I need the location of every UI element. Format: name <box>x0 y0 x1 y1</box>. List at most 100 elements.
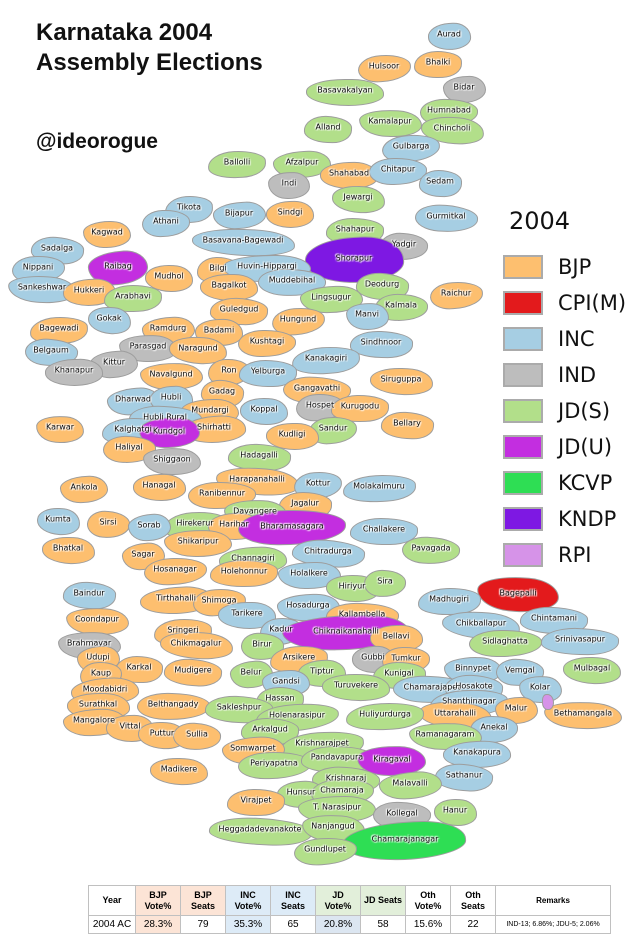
constituency-region-challakere <box>350 517 418 545</box>
constituency-label: Tumkur <box>391 653 421 663</box>
constituency-region-kolar <box>517 674 563 704</box>
constituency-region-puttur <box>137 720 187 750</box>
constituency-label: Hunsur <box>286 787 316 797</box>
constituency-region-chamaraja <box>310 777 374 807</box>
constituency-label: Ankola <box>70 482 98 492</box>
constituency-label: Hadagalli <box>240 450 278 460</box>
constituency-region-hunsur <box>276 779 326 809</box>
constituency-label: Hiriyur <box>338 581 366 591</box>
constituency-label: Jagalur <box>291 498 319 508</box>
legend: 2004 BJP CPI(M) INC IND JD(S) JD(U) KCVP KNDP RP… <box>503 207 638 573</box>
constituency-label: Davangere <box>233 506 277 516</box>
constituency-label: Raichur <box>440 288 472 298</box>
constituency-label: Gangavathi <box>293 383 341 393</box>
constituency-label: Binnypet <box>455 663 491 673</box>
constituency-label: Basavana-Bagewadi <box>202 235 284 245</box>
constituency-region-moodabidri <box>70 675 140 707</box>
constituency-region-heggadadevanakote <box>207 814 313 848</box>
constituency-label: Manvi <box>355 309 379 319</box>
constituency-region-holehonnur <box>209 558 279 588</box>
constituency-region-shorapur <box>303 234 405 286</box>
constituency-label: Bellary <box>393 418 421 428</box>
constituency-label: Hubli Rural <box>143 412 187 422</box>
constituency-label: Mudhol <box>154 271 184 281</box>
constituency-label: Lingsugur <box>311 292 351 302</box>
constituency-label: Harapanahalli <box>229 474 285 484</box>
constituency-region-arabhavi <box>103 283 163 313</box>
constituency-label: Kanakapura <box>453 747 501 757</box>
constituency-label: Hosadurga <box>286 600 330 610</box>
constituency-label: Aurad <box>437 29 461 39</box>
constituency-label: Arkalgud <box>252 724 288 734</box>
constituency-label: Deodurg <box>364 279 400 289</box>
table-header-year: Year <box>88 885 136 916</box>
constituency-region-hadagalli <box>227 442 291 472</box>
legend-swatch <box>503 507 543 531</box>
constituency-label: Channagiri <box>231 553 275 563</box>
constituency-region-mundargi <box>181 398 239 426</box>
constituency-label: Shahapur <box>335 224 375 234</box>
constituency-region-kagwad <box>82 220 132 248</box>
constituency-label: Krishnarajpet <box>295 738 349 748</box>
table-value-year: 2004 AC <box>88 915 136 934</box>
constituency-label: Athani <box>153 216 179 226</box>
table-value-remarks: IND-13; 6.86%; JDU-5; 2.06% <box>495 915 611 934</box>
constituency-region-shirhatti <box>181 413 247 445</box>
constituency-region-somwarpet <box>220 734 286 766</box>
legend-item-kcvp: KCVP <box>503 465 638 501</box>
constituency-region-raibag <box>86 249 150 287</box>
constituency-label: Bilgi <box>209 263 227 273</box>
constituency-region-hubli-rural <box>128 404 202 434</box>
constituency-region-chikmagalur <box>158 629 234 661</box>
constituency-label: Bagepalli <box>499 588 537 598</box>
constituency-region-sorab <box>126 512 172 542</box>
constituency-label: Gubbi <box>361 652 385 662</box>
constituency-label: Kumta <box>45 514 71 524</box>
page-title: Karnataka 2004 Assembly Elections <box>36 19 263 76</box>
constituency-region-brahmavar <box>57 630 121 660</box>
constituency-region-vemgal <box>495 657 545 687</box>
constituency-label: Hubli <box>160 392 182 402</box>
constituency-label: Shahabad <box>328 168 370 178</box>
constituency-region-baindur <box>61 580 117 610</box>
constituency-region-hubli <box>148 384 194 414</box>
constituency-region-kurugodu <box>330 393 390 423</box>
legend-label: JD(S) <box>558 399 611 423</box>
constituency-region-kushtagi <box>238 329 296 357</box>
constituency-region-basavana-bagewadi <box>191 226 295 258</box>
constituency-region-davangere <box>223 498 287 528</box>
constituency-label: Sindhnoor <box>360 337 402 347</box>
constituency-label: Chitapur <box>380 164 416 174</box>
constituency-region-huliyurdurga <box>345 700 425 732</box>
constituency-region-gubbi <box>351 644 395 674</box>
constituency-label: Ramanagaram <box>415 729 475 739</box>
constituency-region-harapanahalli <box>214 464 300 498</box>
constituency-label: Ballolli <box>223 157 251 167</box>
constituency-region-bijapur <box>211 200 267 230</box>
constituency-region-ramdurg <box>141 315 195 345</box>
legend-title: 2004 <box>509 207 571 235</box>
constituency-region-parasgad <box>118 333 178 363</box>
constituency-region-holenarasipur <box>254 700 340 734</box>
table-header-oth-seats: Oth Seats <box>450 885 496 916</box>
constituency-region-bagalkot <box>200 273 258 301</box>
constituency-region-kittur <box>89 349 139 379</box>
legend-label: RPI <box>558 543 592 567</box>
constituency-region-badami <box>194 318 244 346</box>
constituency-region-khanapur <box>44 357 104 387</box>
constituency-label: Bellavi <box>382 631 410 641</box>
constituency-region-belur <box>228 659 274 689</box>
constituency-region-hukkeri <box>61 276 117 308</box>
constituency-label: Chiknaikanahalli <box>313 626 379 636</box>
constituency-region-chintamani <box>519 605 589 635</box>
map-patch-rpi <box>542 694 554 710</box>
constituency-region-huvin-hippargi <box>223 254 311 282</box>
constituency-region-kanakagiri <box>291 344 361 376</box>
constituency-region-gulbarga <box>381 132 441 164</box>
constituency-region-kanakapura <box>442 739 512 769</box>
constituency-region-chitapur <box>369 157 427 185</box>
table-value-inc-vote-: 35.3% <box>225 915 271 934</box>
constituency-region-binnypet <box>443 655 503 685</box>
constituency-region-hungund <box>270 305 326 337</box>
